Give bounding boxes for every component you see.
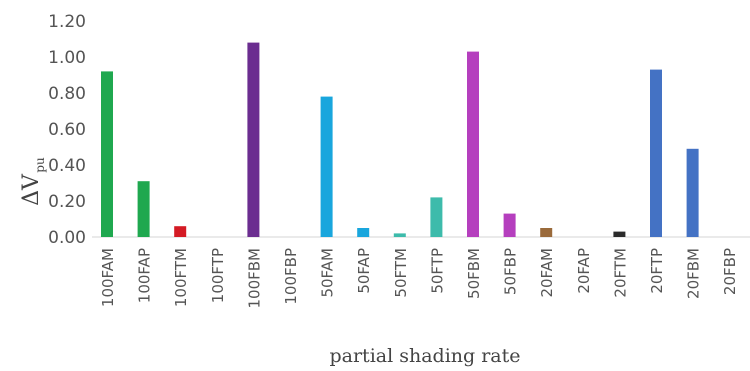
x-tick-label: 100FTP bbox=[209, 248, 227, 303]
y-tick-label: 0.40 bbox=[48, 156, 86, 176]
bar-50FBM bbox=[467, 51, 479, 237]
x-tick-label: 100FAM bbox=[99, 248, 117, 307]
y-tick-label: 0.00 bbox=[48, 228, 86, 248]
x-axis-title: partial shading rate bbox=[329, 345, 520, 367]
bar-100FAM bbox=[101, 71, 113, 238]
y-tick-label: 0.60 bbox=[48, 120, 86, 140]
y-axis-title-main: ΔV bbox=[19, 173, 44, 206]
x-tick-label: 100FTM bbox=[172, 248, 190, 307]
bar-20FAM bbox=[540, 228, 553, 237]
bar-20FTP bbox=[650, 69, 662, 237]
x-tick-label: 20FAP bbox=[575, 248, 593, 294]
bar-50FBP bbox=[503, 213, 516, 237]
x-tick-label: 50FBP bbox=[502, 248, 520, 295]
y-tick-label: 0.80 bbox=[48, 84, 86, 104]
bar-100FTM bbox=[174, 226, 187, 237]
bar-50FAP bbox=[357, 228, 370, 237]
x-tick-label: 20FBP bbox=[721, 248, 739, 295]
bar-20FTM bbox=[613, 231, 626, 237]
x-tick-label: 100FAP bbox=[136, 248, 154, 303]
y-axis-title: ΔV pu bbox=[19, 157, 47, 206]
x-tick-label: 50FTP bbox=[428, 248, 446, 294]
x-tick-label: 50FBM bbox=[465, 248, 483, 299]
x-tick-label: 50FAP bbox=[355, 248, 373, 294]
y-tick-label: 0.20 bbox=[48, 192, 86, 212]
x-tick-label: 20FAM bbox=[538, 248, 556, 298]
y-axis-title-subscript: pu bbox=[33, 157, 47, 173]
x-tick-label: 100FBP bbox=[282, 248, 300, 305]
y-tick-label: 1.00 bbox=[48, 48, 86, 68]
bars bbox=[101, 42, 699, 238]
bar-50FAM bbox=[320, 96, 333, 237]
bar-50FTM bbox=[393, 233, 406, 237]
bar-50FTP bbox=[430, 197, 443, 237]
bar-100FAP bbox=[137, 181, 150, 237]
bar-100FBM bbox=[247, 42, 260, 237]
bar-20FBM bbox=[686, 148, 699, 237]
x-tick-label: 50FAM bbox=[319, 248, 337, 298]
x-tick-label: 20FTP bbox=[648, 248, 666, 294]
x-tick-label: 50FTM bbox=[392, 248, 410, 298]
y-tick-label: 1.20 bbox=[48, 12, 86, 32]
x-tick-label: 20FBM bbox=[685, 248, 703, 299]
x-tick-label: 20FTM bbox=[611, 248, 629, 298]
y-axis-ticks: 0.00 0.20 0.40 0.60 0.80 1.00 1.20 bbox=[48, 12, 86, 248]
x-tick-label: 100FBM bbox=[245, 248, 263, 309]
x-axis-ticks: 100FAM 100FAP 100FTM 100FTP 100FBM 100FBP 50FA… bbox=[99, 248, 739, 309]
